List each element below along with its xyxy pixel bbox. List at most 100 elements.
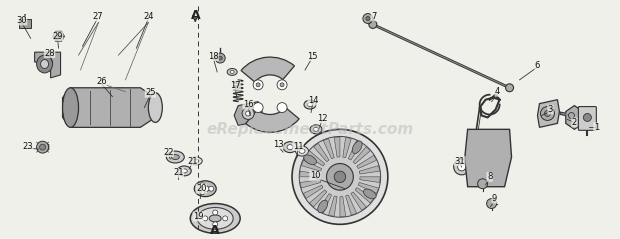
- Text: 21: 21: [187, 157, 198, 165]
- Circle shape: [487, 199, 497, 208]
- Wedge shape: [241, 57, 294, 82]
- Circle shape: [454, 159, 469, 175]
- Text: 2: 2: [572, 118, 577, 127]
- Circle shape: [366, 16, 370, 21]
- Polygon shape: [345, 195, 356, 215]
- Circle shape: [477, 179, 487, 189]
- Ellipse shape: [352, 141, 362, 153]
- Ellipse shape: [190, 157, 202, 165]
- Polygon shape: [348, 141, 361, 160]
- Text: 26: 26: [96, 77, 107, 86]
- Text: 13: 13: [273, 140, 283, 149]
- Polygon shape: [58, 36, 64, 41]
- Circle shape: [505, 84, 513, 92]
- Ellipse shape: [304, 155, 316, 165]
- Text: 9: 9: [492, 194, 497, 203]
- Text: 29: 29: [52, 32, 63, 41]
- Polygon shape: [340, 197, 346, 217]
- Text: 10: 10: [310, 171, 321, 180]
- Wedge shape: [246, 107, 299, 132]
- Polygon shape: [464, 129, 512, 187]
- Text: 30: 30: [16, 16, 27, 25]
- Circle shape: [213, 222, 218, 227]
- Circle shape: [215, 53, 225, 63]
- Circle shape: [277, 80, 287, 90]
- Circle shape: [200, 190, 205, 195]
- Circle shape: [280, 83, 284, 87]
- FancyBboxPatch shape: [578, 107, 596, 130]
- Polygon shape: [58, 31, 64, 36]
- Circle shape: [256, 83, 260, 87]
- Text: A: A: [190, 9, 200, 22]
- Circle shape: [369, 21, 377, 28]
- Circle shape: [246, 111, 250, 116]
- Text: 20: 20: [196, 184, 206, 193]
- Text: 28: 28: [44, 49, 55, 58]
- Ellipse shape: [177, 166, 191, 176]
- Ellipse shape: [304, 100, 316, 109]
- Circle shape: [334, 171, 346, 183]
- Text: 8: 8: [487, 172, 492, 181]
- Circle shape: [223, 216, 228, 221]
- Polygon shape: [359, 166, 380, 174]
- Circle shape: [277, 103, 287, 113]
- Polygon shape: [353, 147, 370, 164]
- Ellipse shape: [202, 186, 209, 192]
- Circle shape: [583, 114, 591, 121]
- Circle shape: [541, 107, 554, 120]
- Text: 6: 6: [535, 60, 540, 70]
- Circle shape: [200, 183, 205, 188]
- Ellipse shape: [314, 127, 319, 131]
- Polygon shape: [63, 88, 156, 127]
- Text: 7: 7: [371, 12, 376, 21]
- Text: 12: 12: [317, 114, 327, 123]
- Polygon shape: [334, 137, 340, 157]
- Circle shape: [458, 163, 466, 171]
- Polygon shape: [45, 142, 49, 147]
- Ellipse shape: [166, 151, 184, 163]
- Ellipse shape: [190, 204, 240, 233]
- Text: A: A: [210, 224, 220, 237]
- Text: 3: 3: [548, 105, 553, 114]
- Ellipse shape: [299, 149, 305, 153]
- Circle shape: [40, 144, 46, 150]
- Circle shape: [213, 210, 218, 215]
- Ellipse shape: [227, 69, 237, 76]
- Polygon shape: [357, 155, 376, 168]
- Polygon shape: [40, 142, 45, 147]
- Ellipse shape: [194, 159, 199, 163]
- Ellipse shape: [296, 146, 309, 156]
- Circle shape: [299, 136, 381, 217]
- Polygon shape: [538, 100, 559, 127]
- Ellipse shape: [181, 169, 187, 173]
- Ellipse shape: [287, 145, 293, 150]
- Text: 17: 17: [230, 81, 241, 90]
- Text: 14: 14: [308, 96, 318, 105]
- Ellipse shape: [40, 60, 48, 69]
- Text: 15: 15: [307, 52, 317, 61]
- Ellipse shape: [310, 125, 322, 134]
- Circle shape: [253, 103, 263, 113]
- Text: 25: 25: [145, 88, 156, 97]
- Ellipse shape: [194, 181, 216, 197]
- Text: 19: 19: [193, 212, 203, 221]
- Circle shape: [544, 110, 551, 116]
- Text: 24: 24: [143, 12, 154, 21]
- Polygon shape: [40, 147, 45, 152]
- Polygon shape: [45, 145, 49, 150]
- Text: 22: 22: [163, 148, 174, 157]
- Text: 1: 1: [594, 123, 599, 132]
- Ellipse shape: [318, 200, 327, 213]
- Circle shape: [363, 14, 373, 23]
- Text: 23: 23: [22, 142, 33, 151]
- Circle shape: [203, 216, 208, 221]
- Polygon shape: [53, 36, 58, 41]
- Polygon shape: [329, 196, 337, 216]
- Text: 27: 27: [92, 12, 103, 21]
- Ellipse shape: [37, 55, 53, 73]
- Polygon shape: [56, 36, 61, 41]
- Ellipse shape: [230, 71, 234, 73]
- Circle shape: [327, 163, 353, 190]
- Polygon shape: [300, 180, 321, 188]
- Polygon shape: [35, 52, 61, 78]
